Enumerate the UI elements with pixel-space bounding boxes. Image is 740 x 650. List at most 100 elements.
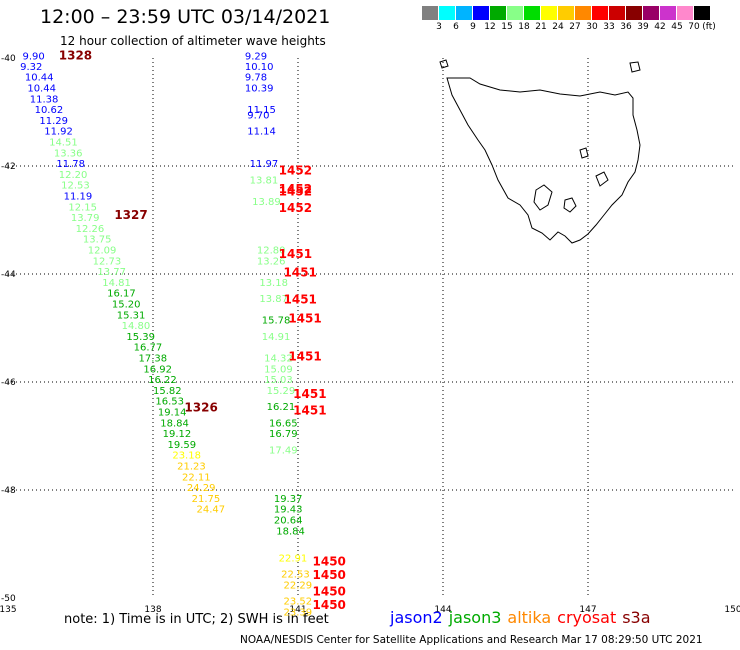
wave-height-value: 13.89 (252, 197, 281, 208)
wave-height-value: 18.84 (276, 526, 305, 537)
wave-height-value: 15.20 (112, 299, 141, 310)
coastline-detail (533, 147, 609, 213)
wave-height-value: 10.10 (245, 62, 274, 73)
pass-time-label: 1452 (279, 164, 312, 178)
wave-height-value: 18.84 (160, 418, 189, 429)
satellite-legend-item: jason3 (448, 608, 502, 627)
pass-time-label: 1451 (293, 387, 326, 401)
wave-height-value: 9.29 (245, 52, 267, 63)
scale-tick-label: 18 (518, 22, 530, 32)
wave-height-value: 15.82 (153, 386, 182, 397)
scale-tick-label: 21 (535, 22, 547, 32)
scale-tick-label: 70 (688, 22, 700, 32)
wave-height-value: 15.09 (264, 364, 293, 375)
wave-height-value: 13.36 (54, 148, 83, 159)
chart-subtitle: 12 hour collection of altimeter wave hei… (60, 34, 326, 48)
wave-height-value: 13.81 (250, 175, 279, 186)
wave-height-value: 10.62 (35, 105, 64, 116)
wave-height-value: 16.53 (155, 397, 184, 408)
pass-time-label: 1451 (293, 403, 326, 417)
wave-height-value: 19.59 (168, 440, 197, 451)
scale-tick-label: 6 (453, 22, 459, 32)
pass-time-label: 1328 (59, 49, 92, 63)
scale-tick-label: 9 (470, 22, 476, 32)
scale-swatch (592, 6, 608, 20)
pass-time-label: 1451 (279, 247, 312, 261)
wave-height-value: 20.64 (274, 515, 303, 526)
wave-height-value: 22.11 (182, 472, 211, 483)
scale-tick-label: 39 (637, 22, 649, 32)
wave-height-value: 11.29 (39, 116, 68, 127)
scale-swatch (626, 6, 642, 20)
wave-height-value: 19.14 (158, 407, 187, 418)
wave-height-value: 15.39 (126, 332, 155, 343)
scale-tick-label: 15 (501, 22, 513, 32)
lat-tick-label: -46 (1, 378, 16, 388)
wave-height-value: 14.81 (102, 278, 131, 289)
satellite-legend: jason2 jason3 altika cryosat s3a (390, 608, 657, 627)
lat-lon-grid (8, 58, 733, 598)
scale-tick-label: 12 (484, 22, 496, 32)
wave-height-value: 15.31 (117, 310, 146, 321)
scale-swatch (456, 6, 472, 20)
lon-tick-label: 141 (289, 605, 306, 615)
scale-unit-label: (ft) (702, 22, 716, 32)
wave-height-value: 12.53 (61, 181, 90, 192)
pass-time-label: 1450 (313, 584, 346, 598)
wave-height-value: 16.17 (107, 289, 136, 300)
wave-height-value: 19.43 (274, 505, 303, 516)
wave-height-value: 16.79 (269, 429, 298, 440)
scale-swatch (643, 6, 659, 20)
wave-height-value: 16.22 (148, 375, 177, 386)
wave-height-value: 21.75 (192, 494, 221, 505)
lon-tick-label: 138 (144, 605, 161, 615)
wave-height-value: 16.21 (267, 402, 296, 413)
wave-height-value: 11.78 (56, 159, 85, 170)
wave-height-value: 21.23 (177, 461, 206, 472)
lon-tick-label: 135 (0, 605, 17, 615)
wave-height-value: 14.80 (122, 321, 151, 332)
pass-time-label: 1327 (114, 208, 147, 222)
wave-height-value: 12.73 (93, 256, 122, 267)
scale-tick-label: 3 (436, 22, 442, 32)
scale-swatch (490, 6, 506, 20)
wave-height-value: 12.15 (68, 202, 97, 213)
wave-height-value: 22.29 (284, 580, 313, 591)
wave-height-value: 17.49 (269, 445, 298, 456)
wave-height-value: 9.78 (245, 73, 267, 84)
scale-swatch (660, 6, 676, 20)
wave-height-value: 15.78 (262, 316, 291, 327)
wave-height-value: 23.52 (284, 596, 313, 607)
satellite-legend-item: cryosat (557, 608, 617, 627)
scale-swatch (541, 6, 557, 20)
wave-height-value: 14.51 (49, 137, 78, 148)
pass-time-label: 1452 (279, 185, 312, 199)
chart-title: 12:00 – 23:59 UTC 03/14/2021 (40, 6, 331, 28)
pass-time-label: 1450 (313, 568, 346, 582)
wave-height-value: 12.20 (59, 170, 88, 181)
wave-height-value: 11.15 (247, 105, 276, 116)
lon-tick-label: 150 (724, 605, 740, 615)
axis-labels: 135 138 141 144 147 150 -40 -42 -44 -46 -48 -50 (0, 54, 740, 615)
wave-height-value: 13.18 (259, 278, 288, 289)
wave-height-value: 19.37 (274, 494, 303, 505)
wave-height-value: 13.75 (83, 235, 112, 246)
pass-time-label: 1452 (279, 201, 312, 215)
wave-height-value: 15.03 (264, 375, 293, 386)
wave-height-value: 22.91 (279, 553, 308, 564)
footer-note: note: 1) Time is in UTC; 2) SWH is in fe… (64, 612, 329, 627)
wave-height-value: 11.14 (247, 127, 276, 138)
lat-tick-label: -50 (1, 594, 16, 604)
wave-height-value: 9.32 (20, 62, 42, 73)
lat-tick-label: -42 (1, 162, 16, 172)
wave-height-value: 12.80 (257, 245, 286, 256)
wave-height-value: 16.77 (134, 343, 163, 354)
scale-tick-label: 27 (569, 22, 581, 32)
track-values: 9.909.3210.4410.4411.3810.6211.2911.9214… (20, 49, 346, 619)
wave-height-value: 23.39 (284, 607, 313, 618)
pass-time-label: 1450 (313, 598, 346, 612)
wave-height-value: 12.09 (88, 245, 117, 256)
wave-height-value: 16.92 (143, 364, 172, 375)
wave-height-value: 14.32 (264, 353, 293, 364)
